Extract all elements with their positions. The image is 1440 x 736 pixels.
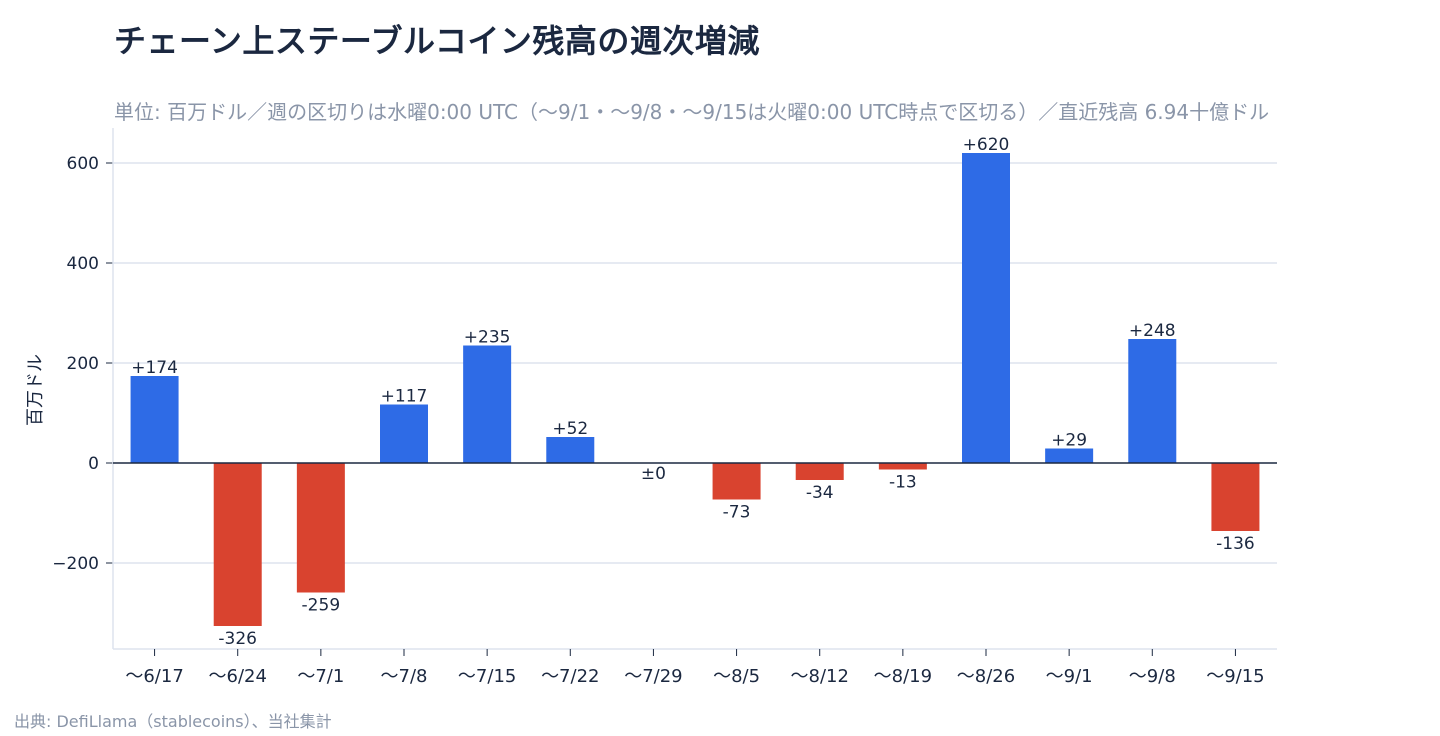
x-tick-label: 〜6/17 [125,666,183,687]
y-tick-label: −200 [52,554,99,574]
x-tick-label: 〜7/8 [381,666,428,687]
y-axis-label: 百万ドル [25,354,46,426]
x-tick-label: 〜8/26 [957,666,1015,687]
x-tick-label: 〜7/15 [458,666,516,687]
y-tick-label: 600 [67,154,99,174]
data-labels: +174 -326 -259 +117 +235 +52 ±0 -73 -34 -13 +620 +2… [113,135,1277,649]
x-tick-label: 〜6/24 [209,666,267,687]
x-tick-label: 〜9/15 [1206,666,1264,687]
chart-subtitle: 単位: 百万ドル／週の区切りは水曜0:00 UTC（〜9/1・〜9/8・〜9/1… [114,100,1270,124]
bar-〜8/5 [712,463,761,500]
bar-〜8/19 [878,463,927,470]
axes: 600 400 200 0 −200 〜6/17 〜6/24 〜7/1 〜7/8 〜7/15 〜7/… [52,128,1277,687]
x-tick-label: 〜7/29 [624,666,682,687]
data-label: -34 [806,483,834,503]
chart-title: チェーン上ステーブルコイン残高の週次増減 [114,22,760,60]
data-label: ±0 [641,464,666,484]
bar-〜8/26 [962,153,1010,463]
data-label: -73 [723,503,751,523]
source-note: 出典: DefiLlama（stablecoins）、当社集計 [14,712,332,731]
bar-〜9/15 [1211,463,1260,531]
data-label: -259 [302,596,341,616]
bar-〜9/8 [1128,339,1177,463]
y-tick-label: 0 [88,454,99,474]
x-tick-label: 〜7/22 [541,666,599,687]
bar-〜8/12 [795,463,844,480]
data-label: -326 [218,629,257,649]
data-label: +117 [381,387,428,407]
bar-〜7/8 [380,404,428,463]
bar-〜6/24 [213,463,262,626]
bar-〜7/1 [296,463,345,593]
data-label: -13 [889,473,917,493]
x-tick-label: 〜8/19 [874,666,932,687]
data-label: +235 [464,328,511,348]
data-label: +29 [1051,431,1087,451]
x-tick-label: 〜7/1 [297,666,344,687]
data-label: +620 [963,135,1010,155]
bar-〜6/17 [130,376,179,463]
data-label: +174 [131,358,178,378]
bar-〜7/22 [546,437,595,463]
data-label: +52 [552,419,588,439]
bars [130,153,1260,626]
x-tick-label: 〜9/1 [1046,666,1093,687]
y-tick-label: 200 [67,354,99,374]
x-tick-label: 〜8/12 [791,666,849,687]
x-tick-label: 〜8/5 [713,666,760,687]
x-tick-label: 〜9/8 [1129,666,1176,687]
gridlines [113,162,1277,564]
bar-〜7/15 [463,345,512,463]
bar-〜9/1 [1045,448,1094,463]
data-label: -136 [1216,534,1255,554]
y-tick-label: 400 [67,254,99,274]
data-label: +248 [1129,321,1176,341]
